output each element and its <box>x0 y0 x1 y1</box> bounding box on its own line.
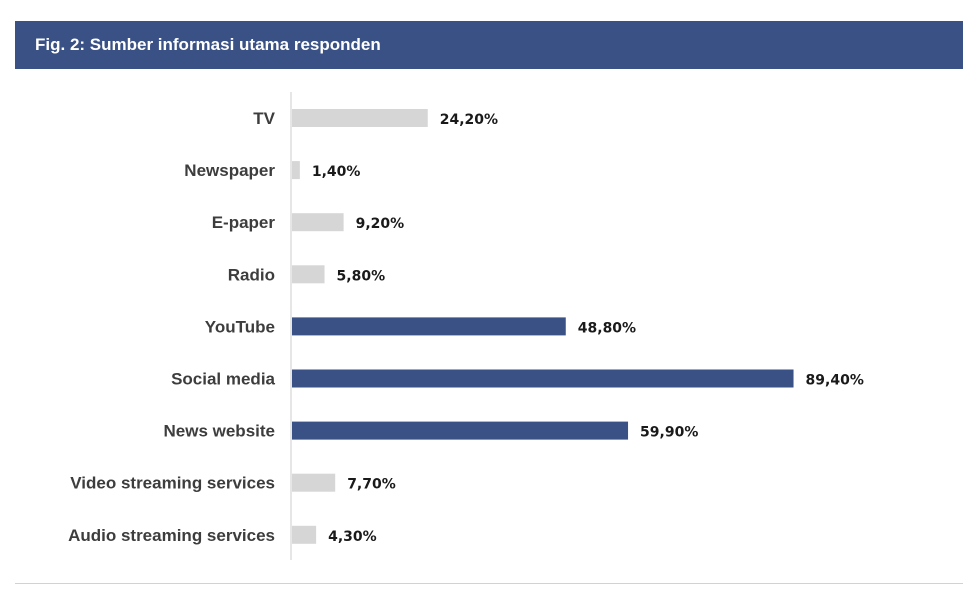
figure-title-bar: Fig. 2: Sumber informasi utama responden <box>15 21 963 69</box>
value-label: 4,30% <box>328 529 377 545</box>
value-label: 5,80% <box>337 268 386 284</box>
category-label: TV <box>253 109 275 128</box>
value-label: 48,80% <box>578 320 636 336</box>
bar <box>292 525 317 544</box>
value-label: 24,20% <box>440 112 498 128</box>
category-label: Video streaming services <box>70 474 275 493</box>
bar <box>292 265 325 284</box>
category-label: E-paper <box>212 213 276 232</box>
category-label: YouTube <box>205 317 275 336</box>
value-label: 7,70% <box>347 477 396 493</box>
category-label: News website <box>164 422 276 441</box>
value-label: 89,40% <box>806 373 864 389</box>
bar <box>292 161 300 180</box>
value-label: 59,90% <box>640 425 698 441</box>
category-label: Radio <box>228 265 275 284</box>
figure-title: Fig. 2: Sumber informasi utama responden <box>35 35 381 54</box>
category-label: Social media <box>171 370 275 389</box>
bar <box>292 369 794 388</box>
category-label: Audio streaming services <box>68 526 275 545</box>
bar <box>292 317 566 336</box>
bar <box>292 109 428 127</box>
bar <box>292 213 344 232</box>
bottom-divider <box>15 583 963 584</box>
value-label: 1,40% <box>312 164 361 180</box>
bar <box>292 421 629 440</box>
category-label: Newspaper <box>184 161 275 180</box>
bar <box>292 473 336 492</box>
value-label: 9,20% <box>356 216 405 232</box>
